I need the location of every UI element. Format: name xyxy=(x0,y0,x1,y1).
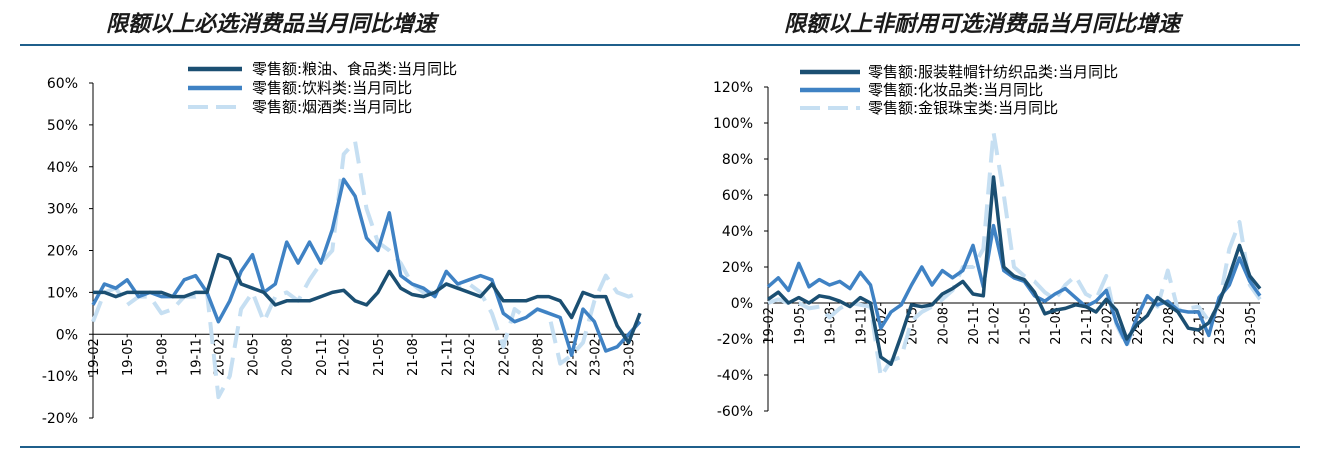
right-y-tick-label: 100% xyxy=(713,116,753,132)
left-chart: 60% 50% 40% 30% 20% 10% 0% -10% -20% 19-02 19-05 19… xyxy=(42,60,642,427)
left-y-tick-label: -10% xyxy=(42,369,78,385)
left-series-line-1 xyxy=(91,177,642,357)
left-x-tick-label: 19-11 xyxy=(190,338,205,376)
right-series-line-2 xyxy=(767,130,1262,379)
right-y-tick-label: 0% xyxy=(731,296,753,312)
left-legend-label-0: 零售额:粮油、食品类:当月同比 xyxy=(252,60,457,78)
right-y-tick-label: -20% xyxy=(717,332,753,348)
right-legend-label-1: 零售额:化妆品类:当月同比 xyxy=(868,81,1043,99)
left-x-tick-label: 19-02 xyxy=(87,338,102,376)
right-x-tick-label: 21-02 xyxy=(988,307,1003,345)
left-x-tick-label: 21-11 xyxy=(440,338,455,376)
left-x-tick-label: 19-08 xyxy=(155,338,170,376)
right-legend-label-2: 零售额:金银珠宝类:当月同比 xyxy=(868,99,1058,117)
left-y-tick-label: 0% xyxy=(56,327,78,343)
right-x-tick-label: 21-08 xyxy=(1049,307,1064,345)
left-series-line-2 xyxy=(91,139,641,400)
right-y-tick-label: -60% xyxy=(717,404,753,420)
left-x-tick-label: 19-05 xyxy=(121,338,136,376)
right-x-tick-label: 23-05 xyxy=(1244,307,1259,345)
right-x-tick-label: 20-11 xyxy=(967,307,982,345)
left-chart-title: 限额以上必选消费品当月同比增速 xyxy=(106,11,437,37)
left-x-tick-label: 23-05 xyxy=(623,338,638,376)
right-chart-title: 限额以上非耐用可选消费品当月同比增速 xyxy=(784,11,1181,37)
left-x-tick-label: 22-08 xyxy=(531,338,546,376)
left-y-tick-label: 60% xyxy=(47,76,78,92)
left-x-tick-label: 21-08 xyxy=(406,338,421,376)
left-x-tick-label: 23-02 xyxy=(588,338,603,376)
left-x-tick-label: 22-02 xyxy=(463,338,478,376)
right-x-tick-label: 21-11 xyxy=(1080,307,1095,345)
right-x-tick-label: 22-08 xyxy=(1162,307,1177,345)
right-legend-label-0: 零售额:服装鞋帽针纺织品类:当月同比 xyxy=(868,63,1118,81)
right-x-tick-label: 23-02 xyxy=(1213,307,1228,345)
left-y-tick-label: 10% xyxy=(47,285,78,301)
right-y-tick-label: 40% xyxy=(722,224,753,240)
top-rule xyxy=(20,44,1300,46)
left-x-tick-label: 21-05 xyxy=(372,338,387,376)
left-series-line-0 xyxy=(93,252,642,345)
right-x-tick-label: 19-05 xyxy=(793,307,808,345)
bottom-rule xyxy=(20,446,1300,448)
right-x-tick-label: 22-02 xyxy=(1100,307,1115,345)
right-y-tick-label: 20% xyxy=(722,260,753,276)
left-x-tick-label: 20-05 xyxy=(247,338,262,376)
left-x-tick-label: 21-02 xyxy=(338,338,353,376)
left-legend-label-1: 零售额:饮料类:当月同比 xyxy=(252,79,412,97)
right-x-tick-label: 20-08 xyxy=(936,307,951,345)
right-y-tick-label: 80% xyxy=(722,152,753,168)
right-x-tick-label: 22-05 xyxy=(1131,307,1146,345)
left-y-tick-label: 20% xyxy=(47,244,78,260)
left-y-tick-label: 40% xyxy=(47,160,78,176)
left-x-tick-label: 20-11 xyxy=(315,338,330,376)
right-y-tick-label: 60% xyxy=(722,188,753,204)
right-y-tick-label: -40% xyxy=(717,368,753,384)
right-y-tick-label: 120% xyxy=(713,80,753,96)
right-x-tick-label: 21-05 xyxy=(1018,307,1033,345)
left-x-tick-label: 22-05 xyxy=(497,338,512,376)
right-chart: 120% 100% 80% 60% 40% 20% 0% -20% -40% -60% 19-02 1… xyxy=(713,63,1262,420)
left-y-tick-label: 50% xyxy=(47,118,78,134)
right-series-line-0 xyxy=(766,175,1262,366)
left-y-tick-label: -20% xyxy=(42,411,78,427)
left-y-tick-label: 30% xyxy=(47,202,78,218)
right-x-tick-label: 19-11 xyxy=(854,307,869,345)
right-x-tick-label: 19-02 xyxy=(762,307,777,345)
left-x-tick-label: 20-08 xyxy=(281,338,296,376)
left-legend-label-2: 零售额:烟酒类:当月同比 xyxy=(252,98,412,116)
